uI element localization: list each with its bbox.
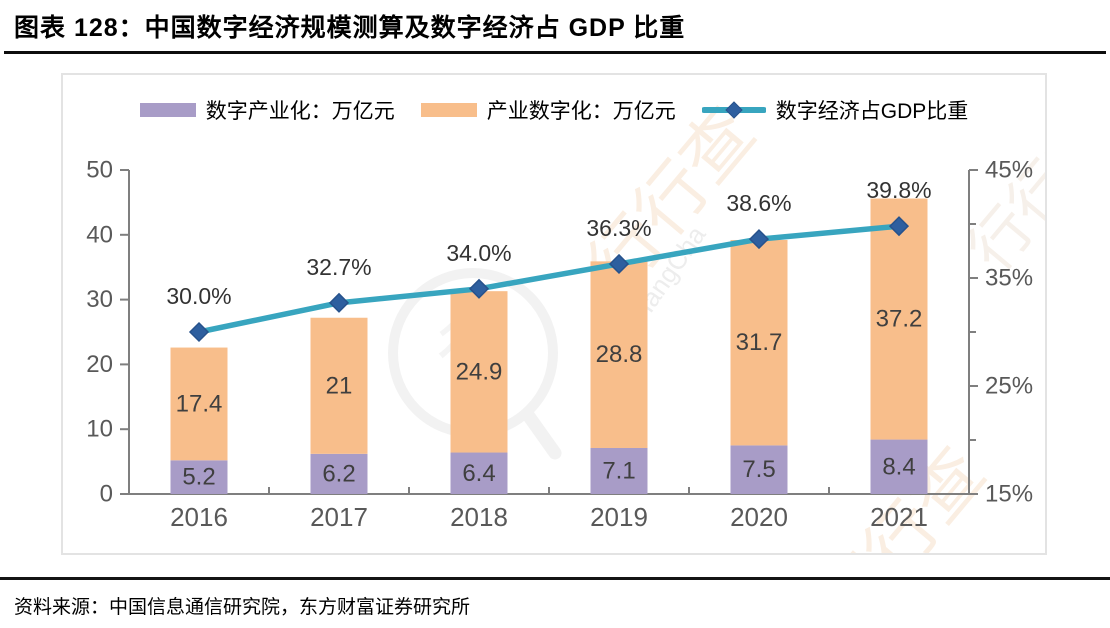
bar-segment-digital-industrialization (310, 453, 368, 494)
right-axis-tick-label: 35% (985, 265, 1033, 292)
bar-segment-industry-digitalization (870, 198, 928, 440)
chart-canvas: 行HangHangCha行行查行行查行行查0102030405015%25%35… (86, 94, 1045, 553)
purple-bar-swatch-icon (139, 103, 196, 117)
bar-segment-digital-industrialization (590, 447, 648, 494)
chart-legend: 数字产业化：万亿元 产业数字化：万亿元 数字经济占GDP比重 (63, 95, 1045, 125)
legend-item-industry-digitalization: 产业数字化：万亿元 (420, 95, 676, 125)
axes (120, 169, 978, 495)
bar-label: 8.4 (882, 453, 915, 480)
left-axis-tick-label: 50 (86, 157, 113, 184)
bar-label: 7.1 (602, 457, 635, 484)
percent-label: 34.0% (446, 240, 511, 266)
legend-label: 数字产业化：万亿元 (205, 100, 395, 123)
percent-label: 36.3% (586, 215, 651, 241)
left-axis-tick-label: 40 (86, 221, 113, 248)
x-axis-category-label: 2016 (170, 502, 228, 532)
bar-segment-digital-industrialization (450, 452, 508, 494)
line-markers (188, 216, 910, 343)
bar-label: 5.2 (182, 464, 215, 491)
bar-label: 6.4 (462, 460, 495, 487)
gdp-share-line (196, 223, 902, 335)
diamond-marker-icon (468, 278, 490, 299)
x-axis-category-label: 2018 (450, 502, 508, 532)
bar-label: 31.7 (736, 329, 783, 356)
bar-segment-industry-digitalization (730, 239, 788, 446)
left-axis-tick-label: 0 (100, 481, 113, 508)
x-axis-category-label: 2021 (870, 502, 928, 532)
bar-segment-industry-digitalization (450, 291, 508, 453)
percent-label: 32.7% (306, 254, 371, 280)
bar-label: 37.2 (876, 306, 923, 333)
legend-diamond-icon (725, 101, 743, 119)
bar-label: 28.8 (596, 341, 643, 368)
source-note: 资料来源：中国信息通信研究院，东方财富证券研究所 (14, 597, 471, 618)
bar-segment-digital-industrialization (170, 460, 228, 494)
bar-segment-industry-digitalization (590, 261, 648, 448)
x-axis-category-label: 2017 (310, 502, 368, 532)
legend-item-gdp-share-line: 数字经济占GDP比重 (701, 95, 969, 125)
bar-label: 6.2 (322, 460, 355, 487)
diamond-marker-icon (328, 292, 350, 313)
bar-label: 7.5 (742, 456, 775, 483)
legend-label: 数字经济占GDP比重 (775, 100, 969, 123)
bar-label: 21 (326, 372, 353, 399)
bar-segment-industry-digitalization (310, 317, 368, 454)
bar-segment-industry-digitalization (170, 347, 228, 461)
legend-item-digital-industrialization: 数字产业化：万亿元 (139, 95, 395, 125)
bar-segment-digital-industrialization (730, 445, 788, 494)
right-axis-tick-label: 45% (985, 157, 1033, 184)
diamond-marker-icon (888, 216, 910, 237)
x-axis-category-label: 2020 (730, 502, 788, 532)
left-axis-tick-label: 20 (86, 351, 113, 378)
percent-label: 39.8% (866, 177, 931, 203)
percent-label: 30.0% (166, 283, 231, 309)
diamond-marker-icon (188, 321, 210, 343)
diamond-marker-icon (748, 229, 770, 250)
bar-label: 17.4 (176, 390, 223, 417)
right-axis-tick-label: 15% (985, 481, 1033, 508)
watermark-logo-handle-icon (521, 408, 562, 460)
bar-label: 24.9 (456, 358, 503, 385)
diamond-marker-icon (608, 253, 630, 275)
line-marker-swatch-icon (701, 101, 766, 119)
title-underline (4, 51, 1106, 54)
orange-bar-swatch-icon (420, 103, 477, 117)
percent-label: 38.6% (726, 190, 791, 216)
left-axis-tick-label: 30 (86, 286, 113, 313)
right-axis-tick-label: 25% (985, 373, 1033, 400)
tick-labels: 0 10 20 30 40 50 15% 25% 35% 45% 2016 2017 2018 2019 2… (86, 157, 1033, 533)
page-title: 图表 128：中国数字经济规模测算及数字经济占 GDP 比重 (14, 14, 686, 42)
bar-value-labels: 5.2 17.4 6.2 21 6.4 24.9 7.1 28.8 7.5 31.7 8.4 37.2 (176, 306, 923, 491)
x-axis-category-label: 2019 (590, 502, 648, 532)
legend-label: 产业数字化：万亿元 (486, 100, 676, 123)
bar-series (170, 198, 928, 494)
footer-rule (0, 577, 1110, 580)
line-value-labels: 30.0% 32.7% 34.0% 36.3% 38.6% 39.8% (166, 177, 931, 309)
left-axis-tick-label: 10 (86, 416, 113, 443)
bar-segment-digital-industrialization (870, 439, 928, 494)
chart-panel: 数字产业化：万亿元 产业数字化：万亿元 数字经济占GDP比重 行HangHang… (61, 73, 1047, 555)
